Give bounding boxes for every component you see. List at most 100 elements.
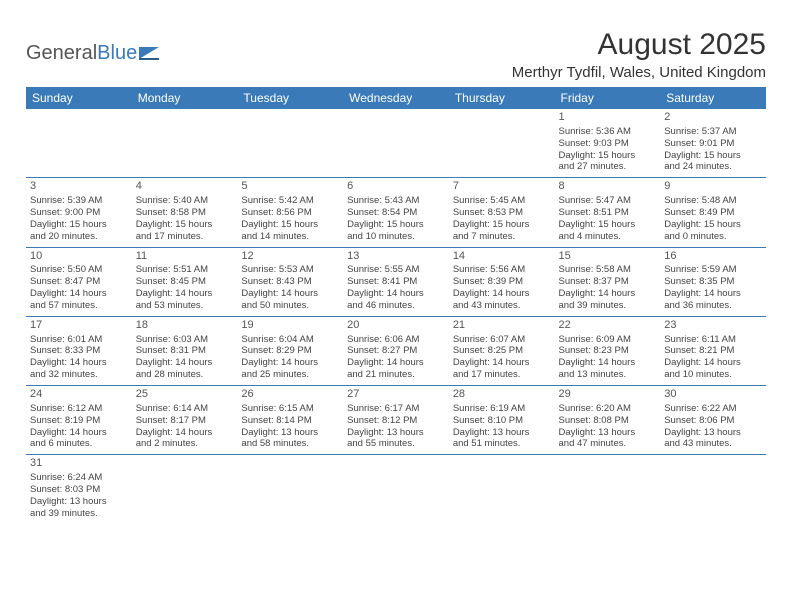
sunset-line: Sunset: 8:33 PM — [30, 345, 128, 357]
day-header: Sunday — [26, 87, 132, 109]
daylight-line1: Daylight: 14 hours — [136, 288, 234, 300]
calendar-day: 11Sunrise: 5:51 AMSunset: 8:45 PMDayligh… — [132, 247, 238, 316]
sunset-line: Sunset: 8:25 PM — [453, 345, 551, 357]
sunset-line: Sunset: 8:35 PM — [664, 276, 762, 288]
daylight-line2: and 55 minutes. — [347, 438, 445, 450]
daylight-line2: and 2 minutes. — [136, 438, 234, 450]
calendar-day: 13Sunrise: 5:55 AMSunset: 8:41 PMDayligh… — [343, 247, 449, 316]
daylight-line2: and 6 minutes. — [30, 438, 128, 450]
daylight-line1: Daylight: 15 hours — [30, 219, 128, 231]
daylight-line2: and 25 minutes. — [241, 369, 339, 381]
day-number: 25 — [136, 388, 234, 402]
calendar-day: 5Sunrise: 5:42 AMSunset: 8:56 PMDaylight… — [237, 178, 343, 247]
daylight-line2: and 43 minutes. — [664, 438, 762, 450]
calendar-day: 22Sunrise: 6:09 AMSunset: 8:23 PMDayligh… — [555, 316, 661, 385]
calendar-day: 1Sunrise: 5:36 AMSunset: 9:03 PMDaylight… — [555, 109, 661, 178]
daylight-line1: Daylight: 15 hours — [664, 219, 762, 231]
daylight-line2: and 28 minutes. — [136, 369, 234, 381]
daylight-line2: and 10 minutes. — [664, 369, 762, 381]
sunrise-line: Sunrise: 6:04 AM — [241, 334, 339, 346]
daylight-line1: Daylight: 14 hours — [30, 427, 128, 439]
daylight-line1: Daylight: 15 hours — [241, 219, 339, 231]
sunrise-line: Sunrise: 6:24 AM — [30, 472, 128, 484]
calendar-empty — [555, 455, 661, 524]
daylight-line1: Daylight: 13 hours — [347, 427, 445, 439]
daylight-line1: Daylight: 15 hours — [136, 219, 234, 231]
sunset-line: Sunset: 9:03 PM — [559, 138, 657, 150]
calendar-day: 30Sunrise: 6:22 AMSunset: 8:06 PMDayligh… — [660, 386, 766, 455]
daylight-line1: Daylight: 13 hours — [241, 427, 339, 439]
day-number: 31 — [30, 457, 128, 471]
day-number: 5 — [241, 180, 339, 194]
sunset-line: Sunset: 8:58 PM — [136, 207, 234, 219]
day-number: 6 — [347, 180, 445, 194]
sunrise-line: Sunrise: 5:45 AM — [453, 195, 551, 207]
sunset-line: Sunset: 8:08 PM — [559, 415, 657, 427]
calendar-day: 20Sunrise: 6:06 AMSunset: 8:27 PMDayligh… — [343, 316, 449, 385]
daylight-line2: and 43 minutes. — [453, 300, 551, 312]
day-header: Friday — [555, 87, 661, 109]
sunset-line: Sunset: 8:12 PM — [347, 415, 445, 427]
sunrise-line: Sunrise: 6:20 AM — [559, 403, 657, 415]
sunset-line: Sunset: 8:45 PM — [136, 276, 234, 288]
day-number: 17 — [30, 319, 128, 333]
sunrise-line: Sunrise: 6:07 AM — [453, 334, 551, 346]
calendar-day: 6Sunrise: 5:43 AMSunset: 8:54 PMDaylight… — [343, 178, 449, 247]
day-number: 22 — [559, 319, 657, 333]
sunset-line: Sunset: 9:00 PM — [30, 207, 128, 219]
daylight-line1: Daylight: 13 hours — [559, 427, 657, 439]
sunrise-line: Sunrise: 6:12 AM — [30, 403, 128, 415]
daylight-line1: Daylight: 15 hours — [347, 219, 445, 231]
header: GeneralBlue August 2025 Merthyr Tydfil, … — [26, 28, 766, 81]
day-number: 18 — [136, 319, 234, 333]
day-number: 13 — [347, 250, 445, 264]
sunrise-line: Sunrise: 5:47 AM — [559, 195, 657, 207]
daylight-line1: Daylight: 14 hours — [30, 357, 128, 369]
daylight-line1: Daylight: 15 hours — [453, 219, 551, 231]
daylight-line2: and 10 minutes. — [347, 231, 445, 243]
calendar-day: 23Sunrise: 6:11 AMSunset: 8:21 PMDayligh… — [660, 316, 766, 385]
day-number: 8 — [559, 180, 657, 194]
sunset-line: Sunset: 8:41 PM — [347, 276, 445, 288]
sunset-line: Sunset: 9:01 PM — [664, 138, 762, 150]
calendar-day: 7Sunrise: 5:45 AMSunset: 8:53 PMDaylight… — [449, 178, 555, 247]
sunset-line: Sunset: 8:14 PM — [241, 415, 339, 427]
daylight-line2: and 53 minutes. — [136, 300, 234, 312]
sunrise-line: Sunrise: 6:19 AM — [453, 403, 551, 415]
sunrise-line: Sunrise: 5:43 AM — [347, 195, 445, 207]
calendar-day: 10Sunrise: 5:50 AMSunset: 8:47 PMDayligh… — [26, 247, 132, 316]
day-number: 23 — [664, 319, 762, 333]
sunrise-line: Sunrise: 5:42 AM — [241, 195, 339, 207]
sunrise-line: Sunrise: 6:17 AM — [347, 403, 445, 415]
day-number: 14 — [453, 250, 551, 264]
calendar-day: 16Sunrise: 5:59 AMSunset: 8:35 PMDayligh… — [660, 247, 766, 316]
day-number: 15 — [559, 250, 657, 264]
daylight-line2: and 32 minutes. — [30, 369, 128, 381]
sunrise-line: Sunrise: 6:03 AM — [136, 334, 234, 346]
day-header: Wednesday — [343, 87, 449, 109]
calendar-day: 21Sunrise: 6:07 AMSunset: 8:25 PMDayligh… — [449, 316, 555, 385]
day-header: Saturday — [660, 87, 766, 109]
sunrise-line: Sunrise: 5:50 AM — [30, 264, 128, 276]
daylight-line1: Daylight: 14 hours — [664, 288, 762, 300]
day-number: 20 — [347, 319, 445, 333]
day-number: 9 — [664, 180, 762, 194]
day-number: 1 — [559, 111, 657, 125]
sunset-line: Sunset: 8:19 PM — [30, 415, 128, 427]
daylight-line1: Daylight: 14 hours — [30, 288, 128, 300]
day-header: Tuesday — [237, 87, 343, 109]
day-number: 24 — [30, 388, 128, 402]
sunset-line: Sunset: 8:54 PM — [347, 207, 445, 219]
calendar-page: GeneralBlue August 2025 Merthyr Tydfil, … — [0, 0, 792, 534]
day-number: 16 — [664, 250, 762, 264]
daylight-line1: Daylight: 14 hours — [241, 288, 339, 300]
sunset-line: Sunset: 8:06 PM — [664, 415, 762, 427]
calendar-day: 3Sunrise: 5:39 AMSunset: 9:00 PMDaylight… — [26, 178, 132, 247]
sunset-line: Sunset: 8:53 PM — [453, 207, 551, 219]
daylight-line1: Daylight: 15 hours — [559, 219, 657, 231]
calendar-day: 29Sunrise: 6:20 AMSunset: 8:08 PMDayligh… — [555, 386, 661, 455]
sunrise-line: Sunrise: 5:39 AM — [30, 195, 128, 207]
calendar-week: 10Sunrise: 5:50 AMSunset: 8:47 PMDayligh… — [26, 247, 766, 316]
calendar-table: SundayMondayTuesdayWednesdayThursdayFrid… — [26, 87, 766, 524]
sunrise-line: Sunrise: 5:58 AM — [559, 264, 657, 276]
